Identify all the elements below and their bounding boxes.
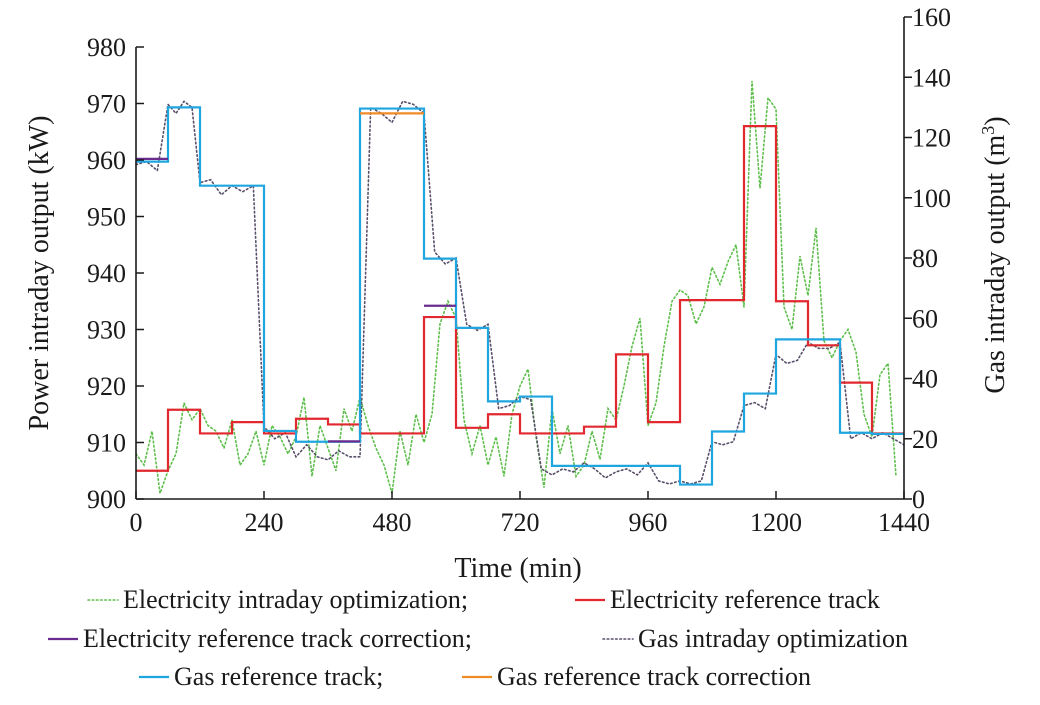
legend-label: Electricity reference track (610, 585, 880, 614)
x-tick-label: 480 (373, 508, 412, 537)
legend-label: Gas intraday optimization (638, 624, 908, 653)
right-tick-label: 80 (912, 244, 938, 273)
series-gas-intraday-optimization-line (135, 100, 905, 485)
x-tick-label: 1200 (750, 508, 802, 537)
right-axis-title-main: Gas intraday output (m (980, 134, 1011, 393)
left-tick-label: 920 (87, 372, 126, 401)
right-axis-title-sup: 3 (978, 126, 998, 135)
left-tick-label: 940 (87, 259, 126, 288)
left-tick-label: 900 (87, 485, 126, 514)
x-tick-label: 960 (629, 508, 668, 537)
left-axis-title: Power intraday output (kW) (24, 116, 55, 431)
series-electricity-intraday-optimization-line (135, 80, 897, 494)
left-tick-label: 930 (87, 316, 126, 345)
left-tick-label: 950 (87, 203, 126, 232)
right-tick-label: 140 (912, 63, 951, 92)
right-tick-label: 20 (912, 425, 938, 454)
left-tick-label: 970 (87, 90, 126, 119)
legend: Electricity intraday optimization; Electr… (48, 585, 908, 691)
right-tick-label: 0 (912, 485, 925, 514)
axes: 0 240 480 720 960 1200 14409009109209309409509… (87, 3, 951, 537)
plot-lines (135, 80, 905, 494)
left-tick-label: 980 (87, 33, 126, 62)
right-axis-title-end: ) (980, 116, 1011, 125)
series-gas-reference-track-line (136, 106, 904, 486)
right-tick-label: 120 (912, 124, 951, 153)
x-tick-label: 1440 (878, 508, 930, 537)
x-tick-label: 240 (245, 508, 284, 537)
right-tick-label: 40 (912, 365, 938, 394)
x-tick-label: 720 (501, 508, 540, 537)
x-tick-label: 0 (130, 508, 143, 537)
left-tick-label: 960 (87, 146, 126, 175)
legend-label: Gas reference track; (174, 662, 383, 691)
tick-group: 0 240 480 720 960 1200 14409009109209309409509… (87, 3, 951, 537)
left-tick-label: 910 (87, 429, 126, 458)
legend-label: Electricity intraday optimization; (123, 585, 468, 614)
x-axis-title: Time (min) (454, 553, 581, 584)
series-electricity-reference-track-line (136, 125, 904, 472)
right-tick-label: 100 (912, 184, 951, 213)
legend-label: Gas reference track correction (497, 662, 811, 691)
right-tick-label: 60 (912, 304, 938, 333)
legend-label: Electricity reference track correction; (83, 624, 472, 653)
right-axis-title: Gas intraday output (m3) (978, 116, 1011, 393)
right-tick-label: 160 (912, 3, 951, 32)
